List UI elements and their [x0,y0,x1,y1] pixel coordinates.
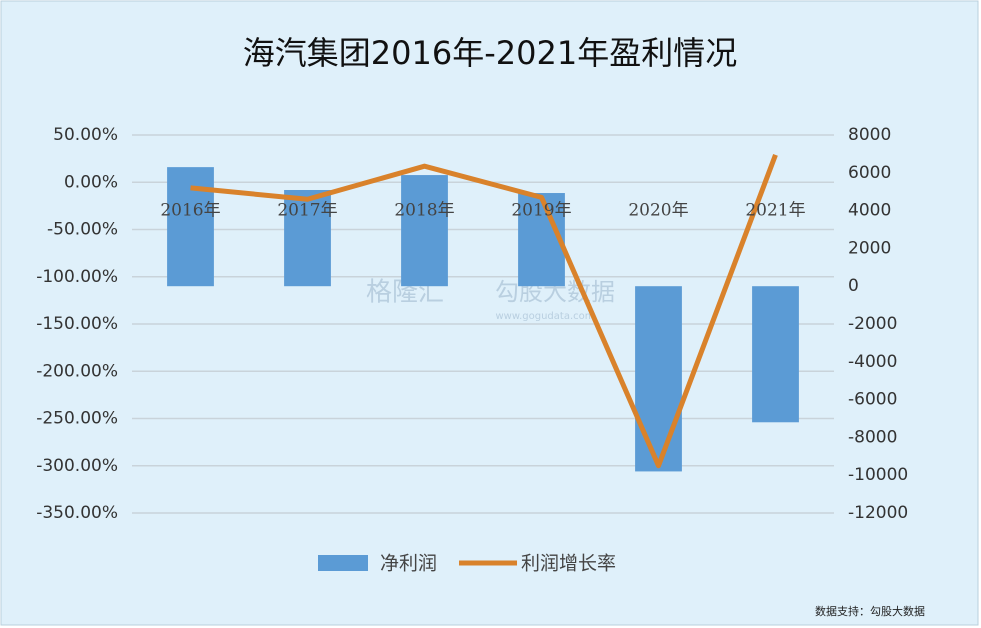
y-tick-label: -50.00% [47,220,118,240]
x-tick-label: 2020年 [628,201,688,221]
y-tick-label: 50.00% [53,125,118,145]
y-tick-label: 0.00% [64,172,118,192]
y-tick-label: -300.00% [36,456,118,476]
bar [167,167,214,287]
source: 数据支持：勾股大数据 [815,604,925,618]
x-tick-label: 2021年 [745,201,805,221]
y2-tick-label: -12000 [848,503,908,523]
x-tick-label: 2018年 [394,201,454,221]
x-tick-label: 2017年 [277,201,337,221]
y2-tick-label: -8000 [848,427,897,447]
y2-tick-label: 4000 [848,201,891,221]
y2-tick-label: -10000 [848,465,908,485]
bar [518,193,565,287]
y-tick-label: -250.00% [36,409,118,429]
y2-tick-label: 8000 [848,125,891,145]
y-tick-label: -150.00% [36,314,118,334]
legend-label: 净利润 [380,553,437,575]
legend-label: 利润增长率 [521,553,616,575]
y2-tick-label: 2000 [848,238,891,258]
y-tick-label: -100.00% [36,267,118,287]
watermark: www.gogudata.com [495,311,594,322]
x-tick-label: 2016年 [160,201,220,221]
bar [635,286,682,472]
legend-swatch [318,555,368,571]
y-tick-label: -200.00% [36,361,118,381]
y2-tick-label: 6000 [848,163,891,183]
y2-tick-label: 0 [848,276,859,296]
chart-title: 海汽集团2016年-2021年盈利情况 [243,34,737,72]
bar [401,175,448,287]
bar [752,286,799,423]
line [190,153,778,469]
x-tick-label: 2019年 [511,201,571,221]
y-tick-label: -350.00% [36,503,118,523]
y2-tick-label: -2000 [848,314,897,334]
y2-tick-label: -6000 [848,390,897,410]
bar [284,189,331,287]
y2-tick-label: -4000 [848,352,897,372]
